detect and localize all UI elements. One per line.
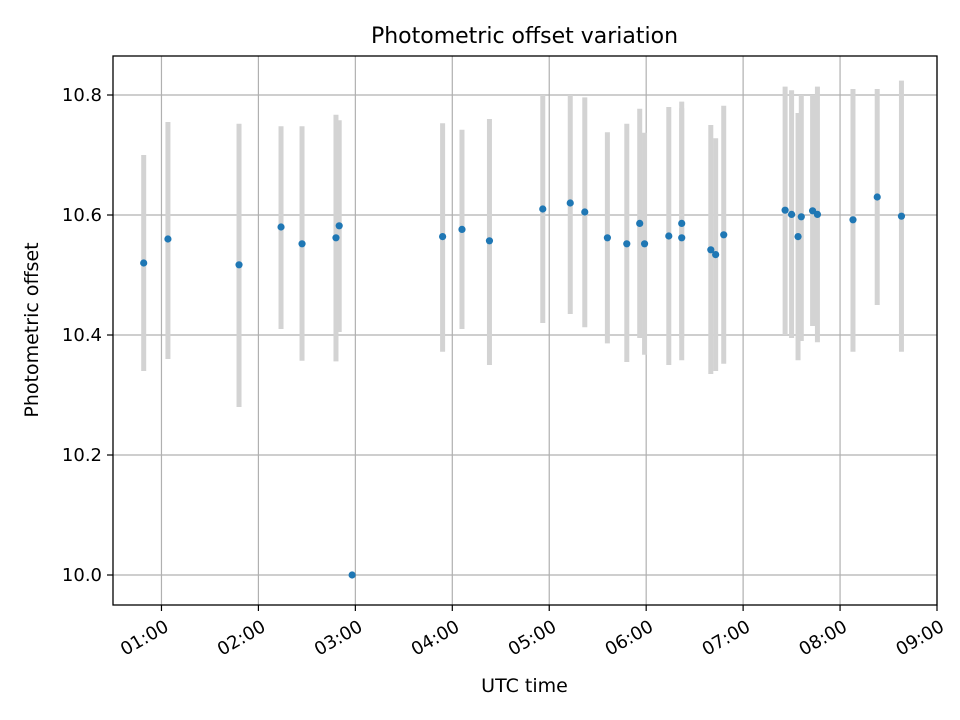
data-point bbox=[678, 219, 686, 227]
data-point bbox=[539, 205, 547, 213]
x-axis-label: UTC time bbox=[481, 675, 568, 697]
data-point bbox=[636, 219, 644, 227]
data-point bbox=[140, 259, 148, 267]
data-point bbox=[678, 234, 686, 242]
data-point bbox=[277, 223, 285, 231]
data-point bbox=[298, 240, 306, 248]
y-tick-label: 10.2 bbox=[62, 445, 102, 466]
data-point bbox=[712, 251, 720, 259]
data-point bbox=[335, 222, 343, 230]
y-tick-label: 10.6 bbox=[62, 205, 102, 226]
data-point bbox=[787, 210, 796, 218]
data-point bbox=[581, 208, 589, 216]
data-point bbox=[164, 235, 172, 243]
data-point bbox=[849, 216, 857, 224]
data-point bbox=[813, 210, 822, 218]
data-points bbox=[140, 193, 906, 579]
data-point bbox=[794, 233, 802, 241]
data-point bbox=[665, 232, 673, 240]
data-point bbox=[603, 234, 612, 242]
data-point bbox=[485, 237, 494, 245]
axes: 01:00 02:00 03:00 04:00 05:00 06:00 07:00 08:00… bbox=[62, 55, 948, 660]
data-point bbox=[797, 213, 805, 221]
data-point bbox=[720, 231, 728, 239]
data-point bbox=[566, 199, 574, 207]
data-point bbox=[235, 261, 243, 269]
chart-title: Photometric offset variation bbox=[371, 24, 678, 49]
data-point bbox=[873, 193, 881, 201]
data-point bbox=[348, 571, 356, 579]
y-axis-label: Photometric offset bbox=[21, 242, 43, 417]
data-point bbox=[332, 234, 340, 242]
y-tick-label: 10.0 bbox=[62, 565, 102, 586]
data-point bbox=[707, 246, 715, 254]
plot-frame bbox=[112, 55, 938, 606]
data-point bbox=[458, 225, 466, 233]
y-tick-label: 10.4 bbox=[62, 325, 102, 346]
data-point bbox=[439, 233, 447, 241]
data-point bbox=[623, 240, 631, 248]
data-point bbox=[897, 212, 906, 220]
data-point bbox=[781, 206, 789, 214]
data-point bbox=[640, 240, 649, 248]
y-tick-label: 10.8 bbox=[62, 85, 102, 106]
